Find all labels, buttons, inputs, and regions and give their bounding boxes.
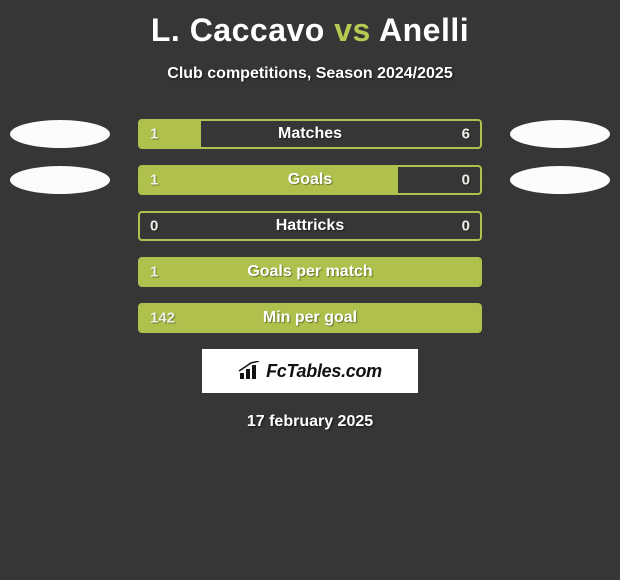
player2-badge xyxy=(510,166,610,194)
stat-row: 1Goals per match xyxy=(0,257,620,287)
site-logo: FcTables.com xyxy=(202,349,418,393)
stat-bar-track: 10Goals xyxy=(138,165,482,195)
stat-value-left: 0 xyxy=(150,218,158,235)
player1-badge xyxy=(10,166,110,194)
player2-badge xyxy=(510,120,610,148)
comparison-title: L. Caccavo vs Anelli xyxy=(0,0,620,49)
stat-bar-track: 1Goals per match xyxy=(138,257,482,287)
stat-value-left: 1 xyxy=(150,126,158,143)
vs-separator: vs xyxy=(334,12,371,48)
stat-value-right: 0 xyxy=(462,172,470,189)
stat-row: 0 0Hattricks xyxy=(0,211,620,241)
stat-row: 142Min per goal xyxy=(0,303,620,333)
stat-value-left: 1 xyxy=(150,172,158,189)
stats-chart: 16Matches10Goals00Hattricks1Goals per ma… xyxy=(0,119,620,333)
stat-bar-track: 0 0Hattricks xyxy=(138,211,482,241)
generated-date: 17 february 2025 xyxy=(0,413,620,431)
player2-name: Anelli xyxy=(379,12,469,48)
stat-bar-track: 16Matches xyxy=(138,119,482,149)
comparison-subtitle: Club competitions, Season 2024/2025 xyxy=(0,65,620,83)
stat-row: 10Goals xyxy=(0,165,620,195)
stat-bar-fill-left xyxy=(140,305,480,331)
stat-bar-fill-left xyxy=(140,167,398,193)
player1-name: L. Caccavo xyxy=(151,12,325,48)
stat-value-right: 0 xyxy=(462,218,470,235)
stat-row: 16Matches xyxy=(0,119,620,149)
bar-chart-icon xyxy=(238,361,262,381)
stat-bar-track: 142Min per goal xyxy=(138,303,482,333)
stat-bar-fill-left xyxy=(140,259,480,285)
logo-text: FcTables.com xyxy=(266,361,382,382)
player1-badge xyxy=(10,120,110,148)
stat-value-left: 1 xyxy=(150,264,158,281)
stat-value-right: 6 xyxy=(462,126,470,143)
stat-label: Hattricks xyxy=(140,217,480,235)
stat-value-left: 142 xyxy=(150,310,175,327)
